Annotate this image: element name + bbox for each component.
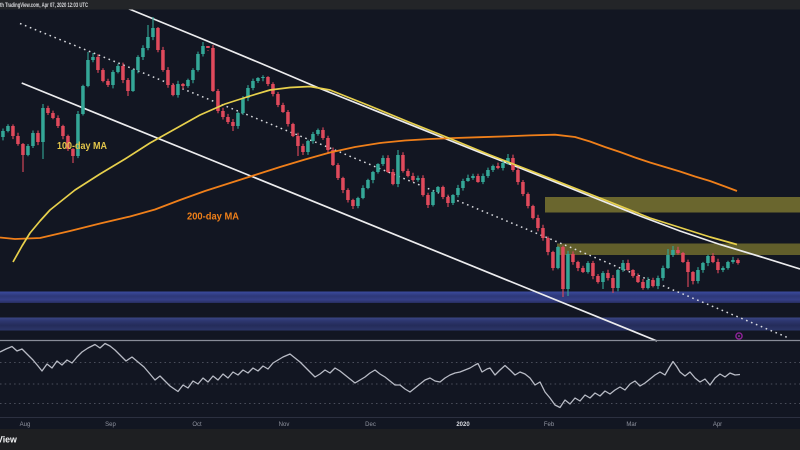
svg-text:Aug: Aug (20, 422, 31, 428)
svg-text:200-day MA: 200-day MA (187, 212, 239, 223)
svg-text:Apr: Apr (713, 422, 722, 428)
svg-text:Feb: Feb (544, 422, 555, 428)
svg-text:2020: 2020 (456, 422, 470, 428)
svg-text:Mar: Mar (626, 422, 636, 428)
svg-text:Oct: Oct (192, 422, 202, 428)
svg-text:th TradingView.com, Apr 07, 20: th TradingView.com, Apr 07, 2020 12:03 U… (0, 3, 88, 9)
svg-text:View: View (0, 434, 17, 444)
svg-text:100-day MA: 100-day MA (57, 141, 107, 152)
svg-text:Dec: Dec (365, 422, 376, 428)
svg-text:Sep: Sep (105, 422, 116, 428)
svg-text:Nov: Nov (279, 422, 290, 428)
